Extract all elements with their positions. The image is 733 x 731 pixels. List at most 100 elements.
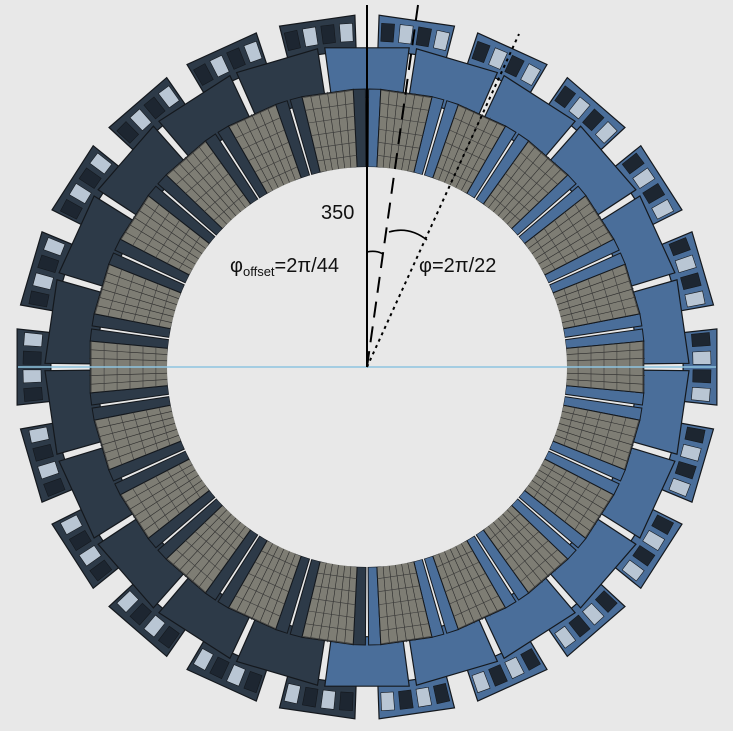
tooth-cell: [43, 237, 66, 257]
tooth-cell: [568, 96, 591, 120]
tooth-cell: [302, 686, 319, 708]
module-ring-line: [308, 116, 355, 124]
module-ring-line: [575, 283, 589, 325]
module-radial-line: [561, 411, 639, 429]
module-radial-line: [267, 107, 296, 181]
tooth-cell: [554, 625, 577, 649]
tooth-cell: [642, 529, 666, 552]
module-ring-line: [445, 141, 486, 161]
module-radial-line: [318, 93, 333, 171]
tooth-cell: [37, 254, 60, 273]
module-ring-line: [261, 550, 298, 568]
module-radial-line: [184, 517, 237, 578]
module-ring-line: [497, 522, 530, 551]
module-radial-line: [132, 474, 199, 518]
module-radial-line: [172, 509, 228, 566]
tooth-cell: [32, 272, 54, 291]
tooth-cell: [554, 85, 577, 109]
tooth-cell: [594, 121, 618, 144]
module-ring-line: [512, 540, 549, 572]
module-ring-line: [213, 513, 244, 540]
module-ring-line: [587, 278, 601, 322]
module-ring-line: [254, 154, 294, 173]
module-ring-line: [185, 540, 222, 572]
tooth-cell: [129, 108, 152, 132]
tooth-cell: [674, 461, 697, 480]
module-ring-line: [543, 470, 568, 506]
tooth-cell: [642, 182, 666, 205]
tooth-cell: [684, 290, 706, 308]
module-radial-line: [531, 480, 597, 525]
tooth-cell: [632, 545, 656, 567]
module-ring-line: [155, 476, 180, 514]
module-radial-line: [235, 121, 274, 191]
module-ring-line: [176, 152, 214, 185]
module-ring-line: [133, 412, 147, 456]
module-radial-line: [438, 107, 467, 181]
module-radial-line: [528, 485, 592, 532]
module-radial-line: [460, 543, 499, 613]
module-radial-line: [541, 464, 610, 503]
module-radial-line: [538, 469, 606, 511]
tooth-cell: [380, 691, 395, 712]
module-ring-line: [564, 482, 591, 522]
module-ring-line: [308, 610, 355, 618]
module-ring-line: [379, 610, 426, 618]
module-ring-line: [178, 236, 201, 270]
module-ring-line: [228, 606, 277, 629]
module-radial-line: [528, 202, 592, 249]
module-ring-line: [380, 636, 432, 644]
module-ring-line: [520, 549, 558, 582]
module-radial-line: [535, 474, 602, 518]
tooth-cell: [89, 559, 113, 582]
module-ring-line: [599, 414, 614, 460]
module-radial-line: [561, 305, 639, 323]
module-radial-line: [105, 434, 180, 462]
module-radial-line: [191, 521, 242, 583]
module-ring-line: [248, 141, 289, 161]
module-ring-line: [213, 194, 244, 221]
module-ring-line: [533, 236, 556, 270]
tooth-cell: [89, 152, 113, 175]
tooth-cell: [209, 656, 230, 680]
tooth-cell: [43, 477, 66, 497]
module-radial-line: [560, 296, 637, 317]
tooth-cell: [691, 386, 711, 402]
module-radial-line: [102, 429, 177, 454]
module-radial-line: [128, 223, 196, 265]
module-ring-line: [194, 173, 229, 203]
module-ring-line: [378, 142, 420, 149]
phi-offset-symbol: φ: [230, 255, 243, 277]
tooth-cell: [320, 24, 336, 45]
offset-dashed-line: [366, 4, 419, 368]
tooth-cell: [582, 602, 605, 626]
module-ring-line: [194, 531, 229, 561]
tooth-cell: [283, 29, 301, 51]
module-ring-line: [497, 183, 530, 212]
tooth-cell: [568, 614, 591, 638]
module-ring-line: [120, 196, 150, 240]
module-ring-line: [453, 595, 499, 617]
module-ring-line: [166, 558, 207, 593]
module-radial-line: [566, 379, 645, 385]
module-ring-line: [554, 220, 579, 258]
module-ring-line: [457, 606, 506, 629]
module-ring-line: [228, 105, 277, 128]
module-ring-line: [241, 129, 285, 150]
module-radial-line: [344, 89, 352, 168]
tooth-cell: [59, 514, 83, 536]
module-ring-line: [624, 419, 640, 470]
module-ring-line: [612, 269, 627, 317]
module-ring-line: [311, 129, 356, 136]
module-radial-line: [100, 288, 176, 311]
module-radial-line: [554, 272, 629, 300]
module-ring-line: [305, 103, 354, 111]
module-ring-line: [584, 494, 614, 538]
tooth-cell: [28, 290, 50, 308]
module-ring-line: [235, 595, 281, 617]
module-radial-line: [142, 202, 206, 249]
tooth-cell: [193, 63, 214, 86]
tooth-cell: [32, 443, 54, 462]
phi-offset-subscript: offset: [243, 264, 275, 279]
module-ring-line: [453, 117, 499, 139]
